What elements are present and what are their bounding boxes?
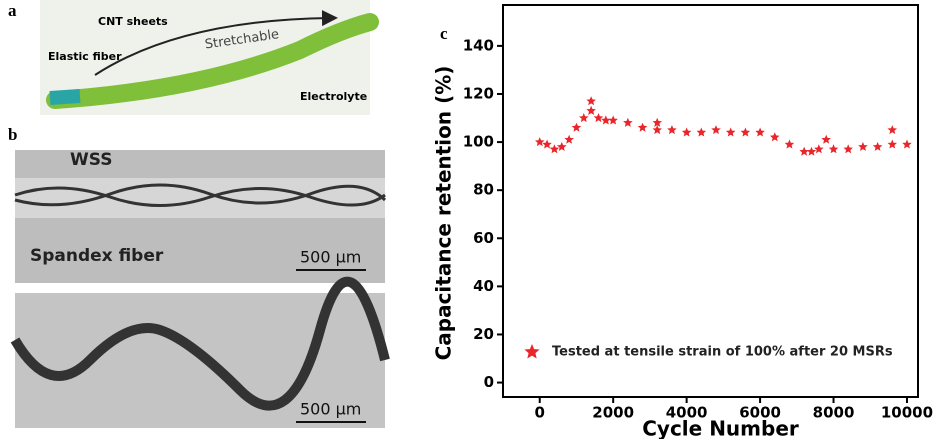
core [49,89,81,105]
point [652,117,662,127]
point [535,137,545,147]
y-tick-label: 80 [473,181,494,199]
point [549,144,560,154]
point [586,96,596,106]
y-tick-label: 40 [473,277,494,295]
point [608,115,618,125]
point [725,127,736,137]
panel-label: b [8,125,17,144]
y-tick-label: 0 [484,373,494,391]
point [902,139,912,149]
arrow [94,10,338,76]
point [887,125,897,135]
point [579,113,589,123]
point [681,127,692,137]
x-tick-label: 0 [535,404,545,422]
point [601,115,611,125]
x-tick-label: 2000 [592,404,634,422]
scale-label: 500 μm [300,400,361,419]
point [770,132,780,142]
point [557,141,567,151]
fiber [15,178,385,218]
point [740,127,751,137]
point [843,144,853,154]
point [821,134,831,144]
point [593,113,604,123]
point [564,134,574,144]
point [784,139,795,149]
point [696,127,707,137]
x-tick-label: 6000 [739,404,781,422]
point [542,139,552,149]
point [799,146,809,156]
point [586,105,596,115]
point [828,144,839,154]
panel-b: b WSS Spandex fiber 500 μm 500 μm [8,125,390,428]
x-tick-label: 10000 [881,404,933,422]
label: Elastic fiber [48,50,122,63]
panel-a: a CNT sheets Elastic fiber Stretchable E… [8,0,379,115]
point [637,122,648,132]
point [858,141,868,151]
point [872,141,883,151]
x-tick-label: 8000 [813,404,855,422]
point [667,125,677,135]
point [814,144,824,154]
fiber [46,13,379,109]
label: Spandex fiber [30,246,164,266]
panel-label: c [440,24,448,43]
y-axis-label: Capacitance retention (%) [432,66,456,361]
x-axis-label: Cycle Number [642,417,799,440]
point [711,125,721,135]
legend-label: Tested at tensile strain of 100% after 2… [552,345,893,360]
point [623,117,633,127]
label: CNT sheets [98,15,168,28]
point [571,122,582,132]
y-tick-label: 120 [463,84,494,102]
wire [14,186,386,207]
point [887,139,897,149]
y-tick-label: 20 [473,325,494,343]
coil [10,276,390,411]
label: WSS [70,150,112,170]
y-tick-label: 100 [463,133,494,151]
y-tick-label: 140 [463,36,494,54]
chart: 0 20 40 60 80 100 120 140 0 2000 4000 6000 8000 10000… [432,4,933,441]
label: Electrolyte [300,90,367,103]
plot-frame [502,4,919,398]
point [652,125,662,135]
x-tick-label: 4000 [666,404,708,422]
point [806,146,817,156]
point [755,127,765,137]
scale-label: 500 μm [300,248,361,267]
wire [14,183,387,207]
panel-label: a [8,1,17,20]
y-tick-label: 60 [473,229,494,247]
legend-marker [524,344,540,359]
